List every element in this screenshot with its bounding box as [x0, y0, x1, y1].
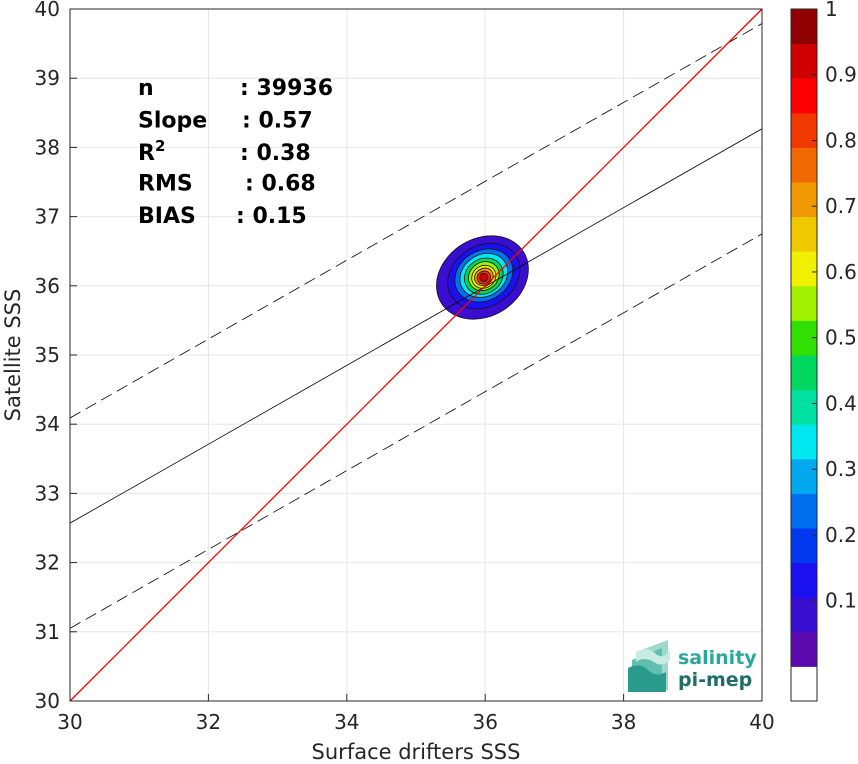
- colorbar-tick-label: 0.5: [825, 326, 857, 350]
- density-contours: [436, 235, 529, 320]
- colorbar-swatch: [791, 147, 817, 183]
- fit-line: [69, 128, 763, 524]
- colorbar-tick-label: 0.9: [825, 63, 857, 87]
- stat-label: Slope: [138, 109, 207, 134]
- logo-text-salinity: salinity: [678, 647, 757, 669]
- colorbar-tick-label: 0.7: [825, 194, 857, 218]
- stat-value: : 0.68: [245, 172, 316, 197]
- colorbar-swatch: [791, 631, 817, 667]
- colorbar-swatch: [791, 78, 817, 114]
- colorbar-tick-label: 0.1: [825, 589, 857, 613]
- identity-line: [69, 8, 763, 702]
- stat-label: RMS: [138, 172, 193, 197]
- stat-value: : 39936: [240, 76, 333, 101]
- y-tick-label: 33: [35, 481, 60, 505]
- colorbar-tick-label: 0.4: [825, 391, 857, 415]
- density-contour-level: [479, 272, 489, 283]
- regression-lines: [69, 8, 763, 702]
- stat-value: : 0.57: [242, 109, 313, 134]
- x-tick-label: 30: [57, 710, 82, 734]
- colorbar-swatch: [791, 251, 817, 287]
- stat-label-superscript: 2: [155, 137, 165, 155]
- x-tick-label: 32: [196, 710, 221, 734]
- colorbar-swatch: [791, 112, 817, 148]
- colorbar-tick-label: 0.8: [825, 128, 857, 152]
- lower-band-line: [69, 233, 763, 629]
- y-tick-label: 31: [35, 620, 60, 644]
- y-tick-label: 35: [35, 343, 60, 367]
- logo-text-pimep: pi-mep: [678, 669, 752, 691]
- x-tick-label: 34: [334, 710, 359, 734]
- colorbar-swatch: [791, 424, 817, 460]
- plot-frame: [69, 8, 763, 702]
- stat-label: R2: [138, 137, 165, 166]
- x-tick-label: 36: [472, 710, 497, 734]
- colorbar-swatch: [791, 493, 817, 529]
- y-tick-label: 34: [35, 412, 60, 436]
- y-tick-label: 38: [35, 135, 60, 159]
- colorbar-tick-label: 0.2: [825, 523, 857, 547]
- colorbar-swatch: [791, 458, 817, 494]
- colorbar-swatch: [791, 285, 817, 321]
- x-tick-labels: 30 32 34 36 38 40: [57, 710, 774, 734]
- colorbar-swatch: [791, 355, 817, 391]
- stat-value: : 0.15: [236, 204, 307, 229]
- colorbar-swatch: [791, 43, 817, 79]
- y-tick-label: 40: [35, 0, 60, 21]
- upper-band-line: [69, 23, 763, 419]
- colorbar-frame: [790, 8, 818, 702]
- colorbar-swatch: [791, 666, 817, 702]
- logo-waves-icon: [628, 640, 670, 692]
- colorbar-swatch: [791, 562, 817, 598]
- y-tick-labels: 30 31 32 33 34 35 36 37 38 39 40: [35, 0, 60, 713]
- y-axis-label: Satellite SSS: [1, 289, 25, 422]
- x-tick-label: 40: [749, 710, 774, 734]
- x-tick-label: 38: [611, 710, 636, 734]
- colorbar-swatch: [791, 216, 817, 252]
- colorbar-swatch: [791, 9, 817, 45]
- colorbar-tick-label: 1: [825, 0, 838, 21]
- y-tick-label: 37: [35, 205, 60, 229]
- stat-label: n: [138, 76, 154, 101]
- colorbar-tick-label: 0.6: [825, 260, 857, 284]
- y-tick-label: 32: [35, 551, 60, 575]
- colorbar-swatch: [791, 528, 817, 564]
- colorbar-swatch: [791, 597, 817, 633]
- colorbar-swatch: [791, 389, 817, 425]
- y-tick-label: 30: [35, 689, 60, 713]
- y-tick-label: 39: [35, 66, 60, 90]
- stats-box: n : 39936 Slope : 0.57 R2 : 0.38 RMS : 0.68 BIAS…: [138, 76, 333, 229]
- stat-label: BIAS: [138, 204, 196, 229]
- salinity-pimep-logo: salinity pi-mep: [628, 640, 757, 692]
- colorbar: 0.1 0.2 0.3 0.4 0.5 0.6 0.7 0.8 0.9 1: [790, 0, 857, 702]
- stat-value: : 0.38: [240, 141, 311, 166]
- x-axis-label: Surface drifters SSS: [312, 740, 521, 764]
- colorbar-tick-label: 0.3: [825, 457, 857, 481]
- y-tick-label: 36: [35, 274, 60, 298]
- colorbar-swatch: [791, 182, 817, 218]
